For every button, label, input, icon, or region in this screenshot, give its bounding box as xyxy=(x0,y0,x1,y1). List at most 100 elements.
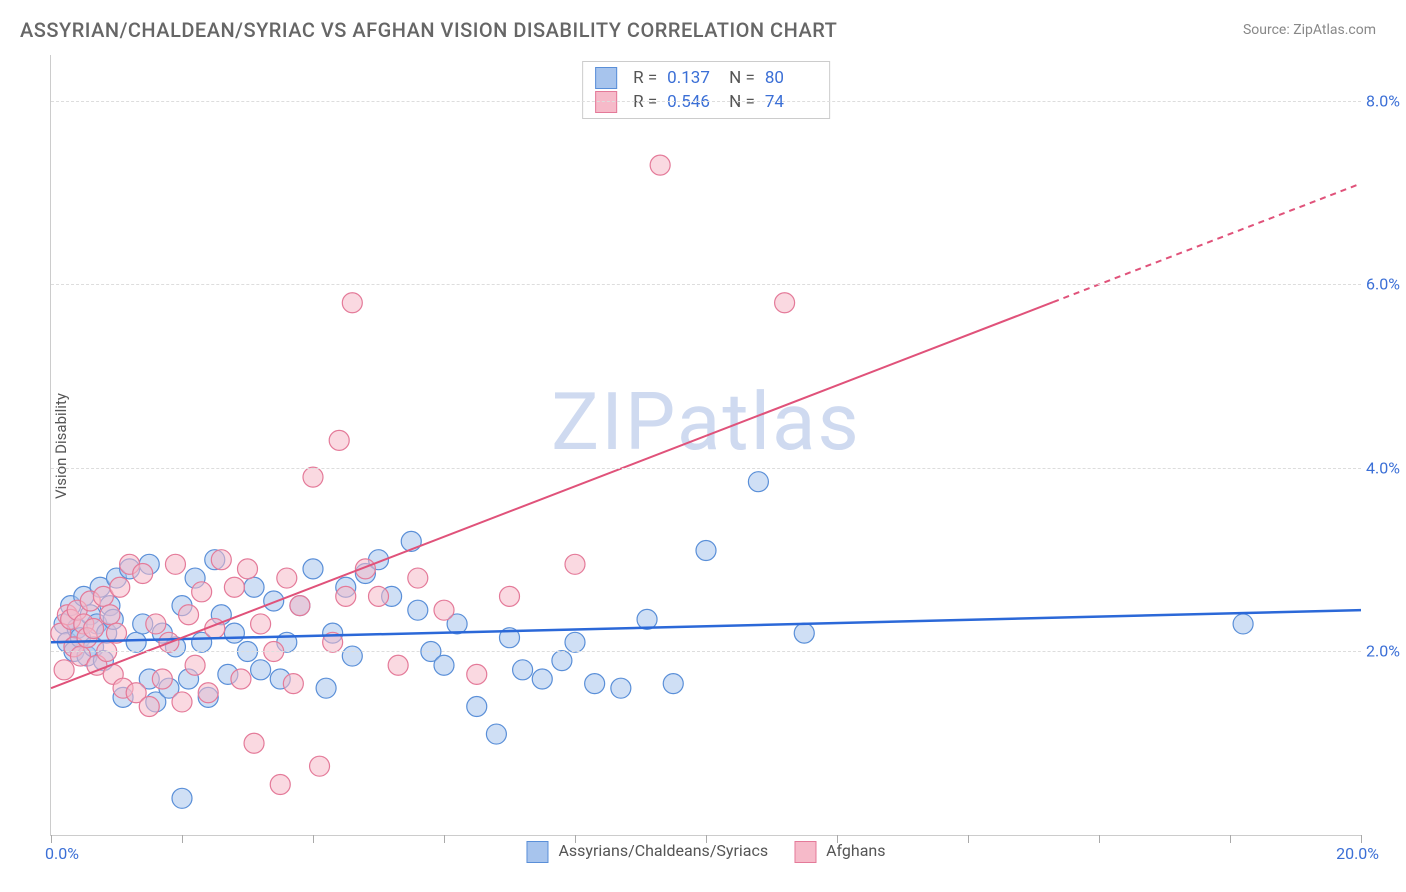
scatter-point xyxy=(126,632,146,652)
scatter-point xyxy=(650,155,670,175)
scatter-point xyxy=(565,632,585,652)
plot-area: ZIPatlas R = 0.137 N = 80 R = 0.546 N = … xyxy=(50,55,1361,836)
scatter-point xyxy=(342,293,362,313)
scatter-point xyxy=(84,619,104,639)
x-tick xyxy=(51,835,52,843)
chart-title: ASSYRIAN/CHALDEAN/SYRIAC VS AFGHAN VISIO… xyxy=(20,18,837,42)
x-tick xyxy=(1230,835,1231,843)
scatter-point xyxy=(748,472,768,492)
x-tick xyxy=(444,835,445,843)
gridline xyxy=(51,651,1361,652)
scatter-point xyxy=(270,775,290,795)
scatter-point xyxy=(552,651,572,671)
x-tick xyxy=(968,835,969,843)
scatter-point xyxy=(110,577,130,597)
scatter-point xyxy=(500,586,520,606)
y-tick-label: 6.0% xyxy=(1366,275,1406,294)
y-tick-label: 2.0% xyxy=(1366,642,1406,661)
scatter-point xyxy=(434,600,454,620)
scatter-point xyxy=(467,664,487,684)
scatter-point xyxy=(585,674,605,694)
y-tick-label: 8.0% xyxy=(1366,91,1406,110)
legend-item-1: Assyrians/Chaldeans/Syriacs xyxy=(526,841,768,863)
gridline xyxy=(51,101,1361,102)
chart-container: ASSYRIAN/CHALDEAN/SYRIAC VS AFGHAN VISIO… xyxy=(0,0,1406,892)
scatter-point xyxy=(277,568,297,588)
scatter-point xyxy=(146,614,166,634)
scatter-point xyxy=(192,582,212,602)
x-tick xyxy=(1361,835,1362,843)
x-tick xyxy=(575,835,576,843)
scatter-point xyxy=(224,577,244,597)
trend-line xyxy=(51,610,1361,642)
scatter-point xyxy=(133,563,153,583)
source-attribution: Source: ZipAtlas.com xyxy=(1243,22,1376,38)
n-value-1: 80 xyxy=(765,68,817,88)
scatter-point xyxy=(165,554,185,574)
swatch-series-2 xyxy=(595,91,617,113)
x-tick xyxy=(182,835,183,843)
gridline xyxy=(51,468,1361,469)
stats-legend-box: R = 0.137 N = 80 R = 0.546 N = 74 xyxy=(582,61,830,119)
scatter-point xyxy=(408,600,428,620)
scatter-point xyxy=(316,678,336,698)
scatter-point xyxy=(303,559,323,579)
scatter-point xyxy=(238,559,258,579)
bottom-legend: Assyrians/Chaldeans/Syriacs Afghans xyxy=(526,841,885,863)
legend-item-2: Afghans xyxy=(794,841,885,863)
scatter-point xyxy=(172,788,192,808)
stats-row-2: R = 0.546 N = 74 xyxy=(595,90,817,114)
scatter-plot-svg xyxy=(51,55,1361,835)
x-tick xyxy=(313,835,314,843)
scatter-point xyxy=(224,623,244,643)
scatter-point xyxy=(244,733,264,753)
gridline xyxy=(51,284,1361,285)
scatter-point xyxy=(467,697,487,717)
scatter-point xyxy=(663,674,683,694)
x-tick xyxy=(837,835,838,843)
y-tick-label: 4.0% xyxy=(1366,458,1406,477)
x-tick xyxy=(706,835,707,843)
scatter-point xyxy=(251,614,271,634)
scatter-point xyxy=(565,554,585,574)
scatter-point xyxy=(408,568,428,588)
scatter-point xyxy=(251,660,271,680)
scatter-point xyxy=(139,697,159,717)
scatter-point xyxy=(231,669,251,689)
x-tick-min: 0.0% xyxy=(45,844,79,863)
scatter-point xyxy=(532,669,552,689)
scatter-point xyxy=(775,293,795,313)
legend-label-1: Assyrians/Chaldeans/Syriacs xyxy=(558,841,768,860)
scatter-point xyxy=(179,605,199,625)
scatter-point xyxy=(283,674,303,694)
n-value-2: 74 xyxy=(765,92,817,112)
r-value-2: 0.546 xyxy=(667,92,719,112)
scatter-point xyxy=(152,669,172,689)
x-tick xyxy=(1099,835,1100,843)
scatter-point xyxy=(290,596,310,616)
stats-row-1: R = 0.137 N = 80 xyxy=(595,66,817,90)
scatter-point xyxy=(244,577,264,597)
legend-label-2: Afghans xyxy=(826,841,885,860)
r-label: R = xyxy=(633,92,657,112)
scatter-point xyxy=(329,430,349,450)
scatter-point xyxy=(100,605,120,625)
scatter-point xyxy=(198,683,218,703)
scatter-point xyxy=(185,655,205,675)
scatter-point xyxy=(794,623,814,643)
scatter-point xyxy=(336,586,356,606)
scatter-point xyxy=(1233,614,1253,634)
scatter-point xyxy=(696,541,716,561)
scatter-point xyxy=(611,678,631,698)
scatter-point xyxy=(369,586,389,606)
scatter-point xyxy=(342,646,362,666)
scatter-point xyxy=(172,692,192,712)
scatter-point xyxy=(211,550,231,570)
scatter-point xyxy=(513,660,533,680)
swatch-series-2-bottom xyxy=(794,841,816,863)
scatter-point xyxy=(388,655,408,675)
scatter-point xyxy=(264,591,284,611)
scatter-point xyxy=(310,756,330,776)
r-value-1: 0.137 xyxy=(667,68,719,88)
scatter-point xyxy=(486,724,506,744)
